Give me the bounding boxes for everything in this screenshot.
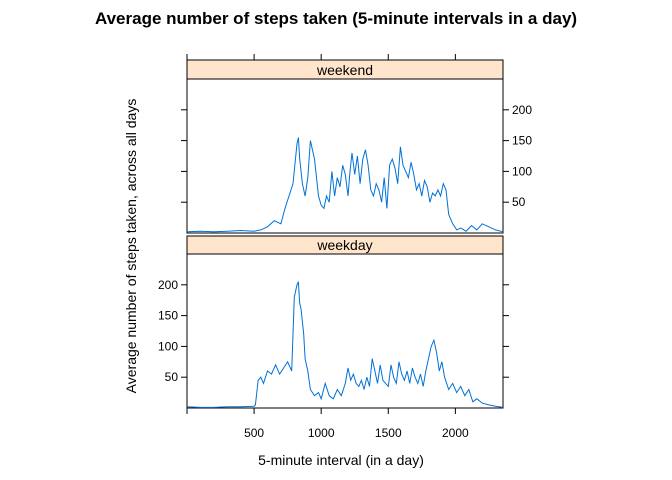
x-tick-label: 500 [244, 426, 264, 440]
plot-frame-weekend [186, 78, 504, 234]
x-tick-label: 1000 [308, 426, 335, 440]
panel-weekend: weekend 50 100 150 200 [181, 59, 532, 234]
series-line-weekend [186, 137, 504, 233]
x-tick-label: 2000 [442, 426, 469, 440]
plot-frame-weekday [186, 253, 504, 409]
y-tick-label-weekend: 150 [512, 134, 532, 148]
strip-label-weekday: weekday [316, 237, 372, 253]
panels: weekend 50 100 150 200 weekday 50 100 150 200 500 1… [158, 54, 532, 440]
y-tick-label-weekend: 200 [512, 103, 532, 117]
x-axis-label: 5-minute interval (in a day) [258, 452, 424, 468]
y-tick-label-weekend: 100 [512, 164, 532, 178]
y-axis-label: Average number of steps taken, across al… [123, 99, 139, 394]
y-tick-label-weekday: 100 [158, 339, 178, 353]
panel-weekday: weekday 50 100 150 200 [158, 235, 509, 409]
y-tick-label-weekday: 50 [165, 370, 179, 384]
y-tick-label-weekday: 150 [158, 309, 178, 323]
x-tick-label: 1500 [375, 426, 402, 440]
strip-label-weekend: weekend [316, 62, 373, 78]
y-tick-label-weekday: 200 [158, 278, 178, 292]
y-tick-label-weekend: 50 [512, 195, 526, 209]
chart-title: Average number of steps taken (5-minute … [95, 9, 577, 28]
series-line-weekday [186, 281, 504, 408]
